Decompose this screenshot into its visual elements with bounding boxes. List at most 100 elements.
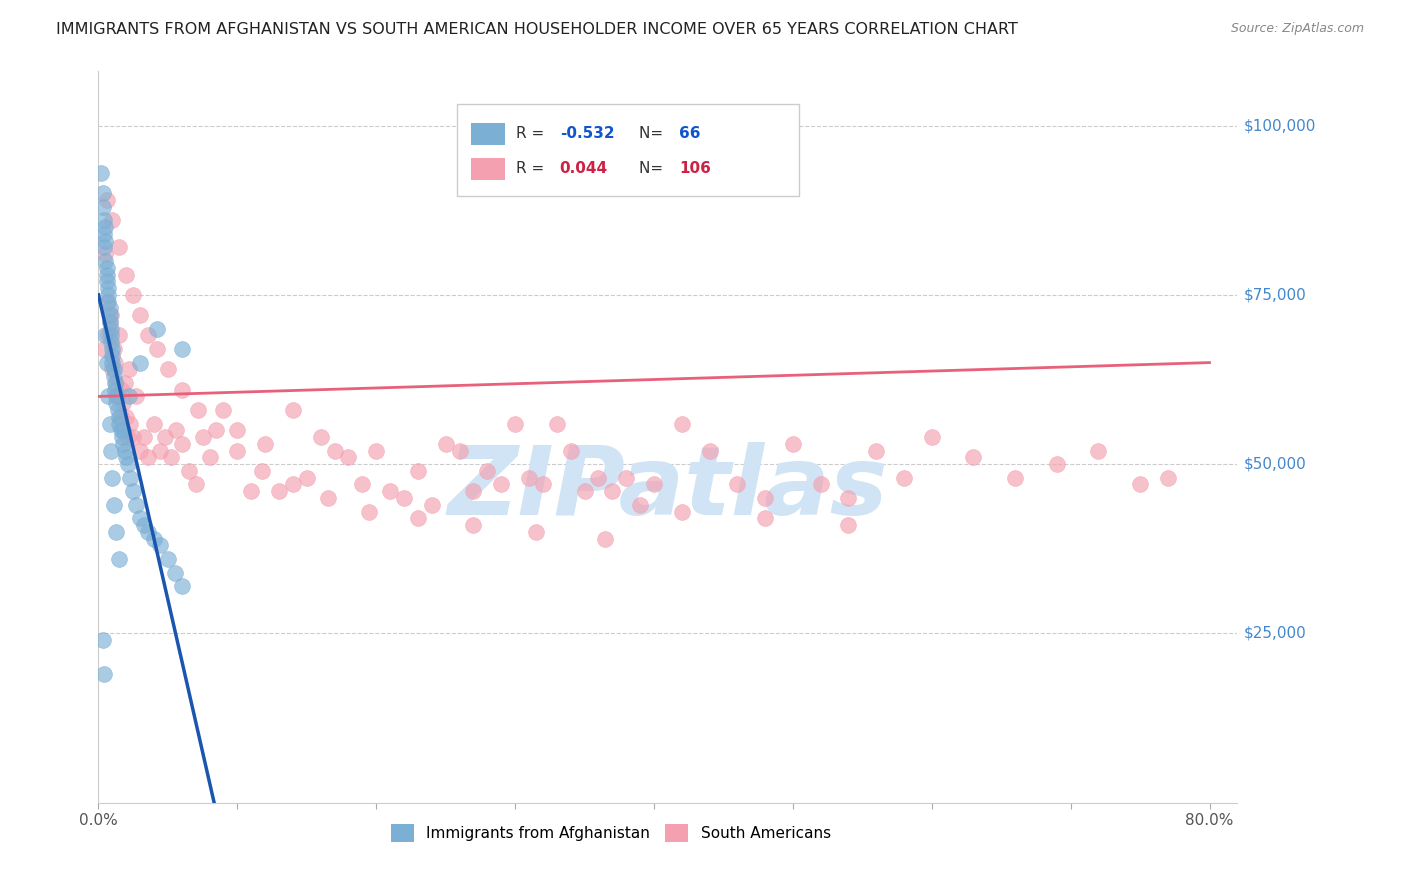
Point [93,240,115,254]
Point [105,376,128,390]
Text: ZIPatlas: ZIPatlas [447,442,889,535]
Point [489,477,512,491]
Point [463,518,485,533]
Point [97,288,120,302]
Point [98,315,121,329]
Point [754,511,776,525]
Legend: Immigrants from Afghanistan, South Americans: Immigrants from Afghanistan, South Ameri… [384,816,838,850]
Point [477,464,499,478]
Point [212,403,235,417]
Point [138,328,160,343]
Point [1157,471,1180,485]
Point [226,423,249,437]
Point [97,328,120,343]
Text: 66: 66 [679,126,700,141]
Bar [471,158,505,179]
Point [93,227,115,241]
Point [107,389,129,403]
Point [117,457,139,471]
Point [267,484,290,499]
Point [117,430,139,444]
Text: N=: N= [640,161,668,176]
Point [114,376,136,390]
Point [96,274,118,288]
Point [91,186,114,201]
Point [98,301,121,316]
Point [600,484,623,499]
Point [118,389,141,403]
Point [463,484,485,499]
Point [134,518,156,533]
Point [122,484,145,499]
Point [165,423,187,437]
Point [114,443,136,458]
Point [406,464,429,478]
Point [671,417,693,431]
Point [254,437,277,451]
Point [352,477,374,491]
Point [546,417,568,431]
Point [309,430,332,444]
Point [112,423,135,437]
Point [104,355,127,369]
Text: $100,000: $100,000 [1244,118,1316,133]
Point [434,437,457,451]
Text: Source: ZipAtlas.com: Source: ZipAtlas.com [1230,22,1364,36]
Point [108,552,131,566]
Point [129,355,152,369]
Point [129,443,152,458]
Point [122,430,145,444]
Point [101,355,124,369]
Point [90,166,112,180]
Text: -0.532: -0.532 [560,126,614,141]
Point [252,464,274,478]
Point [120,417,142,431]
Point [226,443,249,458]
Point [643,477,665,491]
Point [281,477,304,491]
Point [129,511,152,525]
Point [111,430,134,444]
Point [94,328,117,343]
Point [108,409,131,424]
Point [595,532,617,546]
Point [120,471,142,485]
Point [159,450,181,465]
Bar [457,104,799,195]
Point [205,423,228,437]
Point [98,308,121,322]
Point [420,498,443,512]
Point [143,532,166,546]
Point [145,322,167,336]
Point [671,505,693,519]
Point [337,450,360,465]
Point [96,268,118,282]
Point [91,633,114,648]
Point [588,471,610,485]
Point [392,491,415,505]
Point [517,471,540,485]
Point [316,491,339,505]
Point [177,464,200,478]
Point [184,477,207,491]
Point [108,240,131,254]
Point [112,437,135,451]
Point [1046,457,1069,471]
Point [240,484,263,499]
Point [754,491,776,505]
Point [98,417,121,431]
Point [100,322,122,336]
Text: 106: 106 [679,161,711,176]
Point [524,524,547,539]
Point [153,430,176,444]
Point [1129,477,1152,491]
Text: $50,000: $50,000 [1244,457,1308,472]
Point [105,396,128,410]
Point [94,220,117,235]
Point [323,443,346,458]
Point [96,355,118,369]
Point [1087,443,1109,458]
Point [108,328,131,343]
Point [94,247,117,261]
Point [281,403,304,417]
